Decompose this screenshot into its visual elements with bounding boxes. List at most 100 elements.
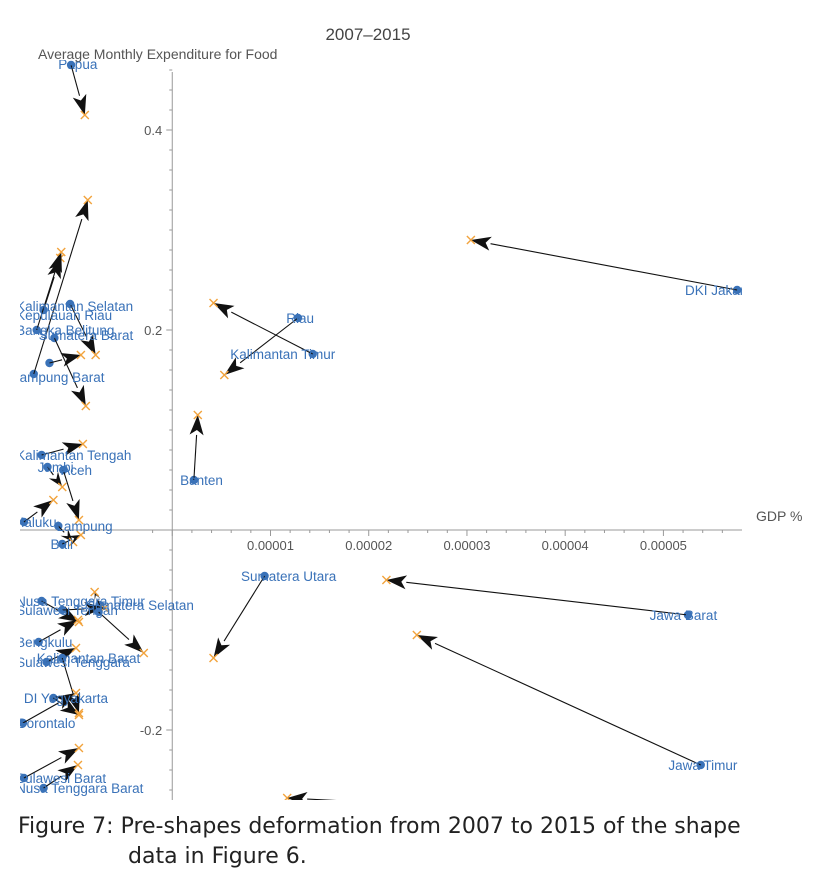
figure-caption: Figure 7: Pre-shapes deformation from 20… [18,812,808,872]
x-tick-label: 0.00002 [345,538,392,553]
deformation-arrow [406,581,689,616]
point-2015 [90,587,100,597]
arrow-head [213,637,231,658]
arrow-head [470,236,492,251]
deformation-arrow [70,64,81,96]
y-tick-label: 0.2 [144,323,162,338]
deformation-arrow [53,697,64,706]
province-label: Bengkulu [16,635,72,650]
province-label: Nusa Tenggara Barat [16,781,144,796]
arrow-head [287,792,308,800]
point-2015 [71,643,81,653]
x-tick-label: 0.00001 [247,538,294,553]
caption-line-2: data in Figure 6. [128,844,307,869]
deformation-arrow [434,642,701,766]
province-label: Jawa Barat [650,608,718,623]
point-2015 [73,615,83,625]
point-2015 [83,195,93,205]
x-tick-label: 0.00004 [542,538,589,553]
deformation-arrow [231,311,313,355]
province-label: Jawa Tengah [380,798,459,810]
province-label: Sulawesi Tenggara [16,655,130,670]
province-label: Banten [180,473,223,488]
plot-marks [20,60,742,809]
deformation-arrow [38,629,61,643]
province-label: DKI Jakarta [685,283,756,298]
province-label: Riau [286,311,314,326]
province-label: Jambi [38,460,74,475]
arrow-head [66,498,80,520]
point-2015 [91,350,101,360]
point-2015 [139,648,149,658]
point-labels: Papua DKI Jakarta Riau Kalimantan Timur Kali… [16,60,756,810]
chart-title: 2007–2015 [325,25,410,44]
deformation-arrow [97,599,101,606]
arrow-head [48,252,62,274]
tick-labels: 0.00001 0.00002 0.00003 0.00004 0.00005 0.4 0.… [140,123,687,738]
province-label: Gorontalo [16,716,75,731]
point-2015 [193,410,203,420]
arrow-head [80,333,96,355]
deformation-arrow [62,469,74,502]
arrow-head [224,357,245,375]
province-label: Sulawesi Barat [16,771,106,786]
province-label: Jawa Timur [668,758,738,773]
deformation-arrow [22,702,59,724]
deformation-arrow [61,657,74,695]
point-2015 [282,793,292,800]
point-2015 [76,350,86,360]
point-2015 [48,495,58,505]
point-2015 [80,110,90,120]
deformation-arrow [36,270,56,331]
point-2015 [219,370,229,380]
province-label: Aceh [61,463,92,478]
arrow-head [33,500,54,518]
deformation-arrow [223,575,266,642]
point-2015 [74,708,84,718]
province-label: DI Yogyakarta [24,691,109,706]
arrow-head [57,765,78,782]
deformation-arrow [43,775,62,789]
x-axis-label: GDP % [756,508,802,524]
point-2007 [419,801,427,809]
deformation-arrow [41,448,64,456]
point-2015 [56,247,66,257]
y-tick-label: -0.2 [140,723,162,738]
province-label: Sumatera Barat [39,328,134,343]
arrow-head [71,384,86,406]
arrow-head [84,601,105,616]
point-2015 [71,688,81,698]
deformation-arrow [239,317,299,364]
province-label: Kalimantan Timur [230,347,336,362]
y-axis-label: Average Monthly Expenditure for Food [38,46,277,62]
deformation-arrow [33,218,83,375]
arrow-head [416,635,438,650]
point-2015 [209,653,219,663]
point-2015 [74,617,84,627]
deformation-arrow [62,539,70,545]
arrow-head [60,353,81,367]
province-label: Kalimantan Barat [37,651,141,666]
deformation-arrow [23,757,62,779]
y-tick-label: 0.4 [144,123,162,138]
province-label: Sulawesi Tengah [16,603,118,618]
arrow-head [386,575,408,590]
deformation-arrow [69,303,88,338]
deformation-arrow [490,243,738,291]
point-2015 [74,710,84,720]
province-label: Bali [50,537,73,552]
axes [20,69,742,800]
province-label: Bangka Belitung [16,323,114,338]
chart: 2007–2015 Average Monthly Expenditure fo… [16,25,802,810]
point-2015 [209,298,219,308]
deformation-arrow [62,608,85,611]
deformation-arrow [193,434,198,481]
province-label: Kalimantan Selatan [16,299,133,314]
point-2015 [466,235,476,245]
province-label: Nusa Tenggara Timur [16,594,145,609]
province-label: Kalimantan Tengah [16,448,131,463]
arrow-head [61,442,83,456]
province-label: Kepulauan Riau [16,308,112,323]
point-2015 [73,760,83,770]
province-label: Sumatera Utara [241,569,337,584]
